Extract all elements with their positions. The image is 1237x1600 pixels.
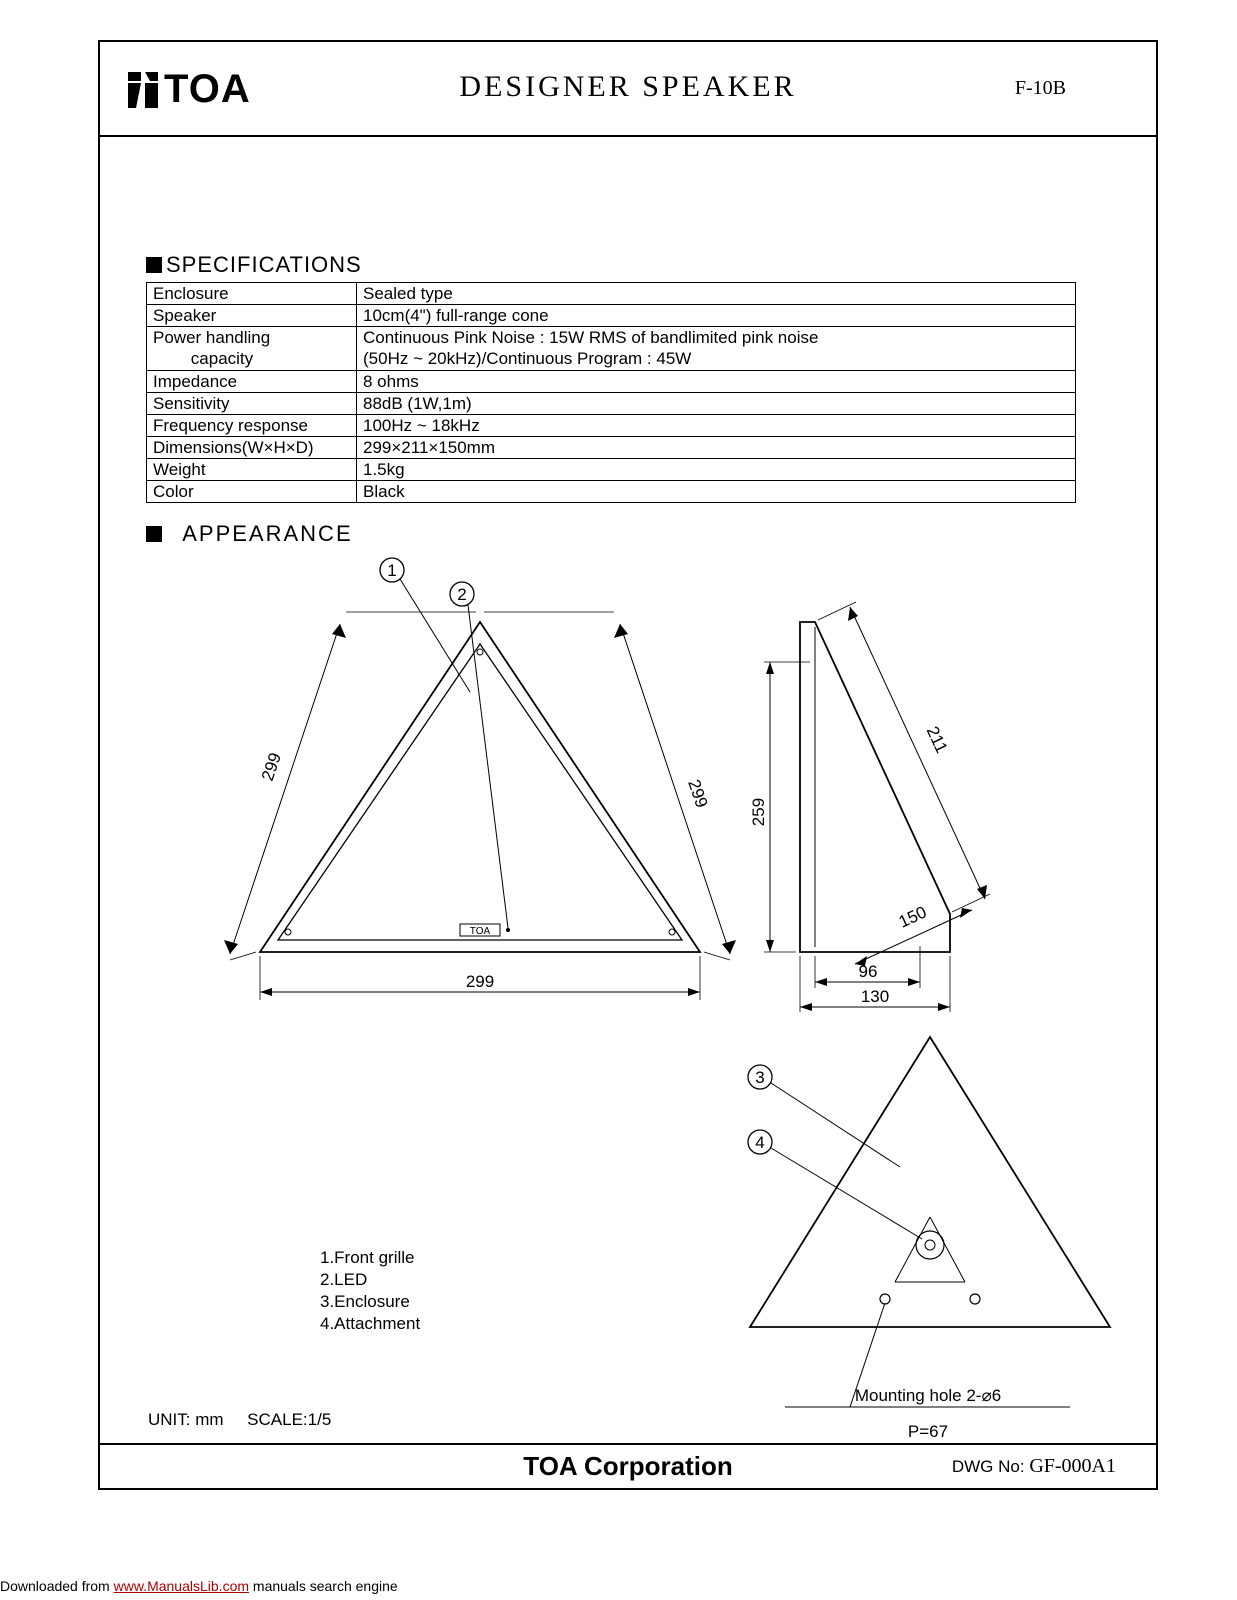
rear-view-drawing: 3 4 Mounting hole 2-⌀6 P=67 [700, 1017, 1120, 1477]
bullet-icon [146, 257, 162, 273]
download-pre: Downloaded from [0, 1578, 114, 1594]
download-post: manuals search engine [249, 1578, 398, 1594]
dim-side-height: 259 [749, 798, 768, 826]
toa-logo-text: TOA [164, 67, 251, 112]
model-number: F-10B [1015, 77, 1066, 100]
sheet-title: DESIGNER SPEAKER [459, 70, 796, 104]
dim-side-96: 96 [859, 962, 878, 981]
corporation-name: TOA Corporation [523, 1451, 732, 1482]
legend-3: 3.Enclosure [320, 1291, 420, 1313]
spec-row: capacity(50Hz ~ 20kHz)/Continuous Progra… [147, 349, 1076, 371]
spec-value: 299×211×150mm [357, 437, 1076, 459]
specifications-heading-text: SPECIFICATIONS [166, 252, 362, 277]
footer-block: TOA Corporation DWG No: GF-000A1 [100, 1443, 1156, 1488]
callout-4: 4 [755, 1133, 764, 1152]
appearance-heading: APPEARANCE [146, 521, 1116, 547]
spec-row: Sensitivity88dB (1W,1m) [147, 393, 1076, 415]
unit-scale: UNIT: mm SCALE:1/5 [148, 1410, 331, 1430]
spec-row: Power handlingContinuous Pink Noise : 15… [147, 327, 1076, 349]
callout-legend: 1.Front grille 2.LED 3.Enclosure 4.Attac… [320, 1247, 420, 1335]
spec-row: EnclosureSealed type [147, 283, 1076, 305]
drawing-sheet: TOA DESIGNER SPEAKER F-10B SPECIFICATION… [98, 40, 1158, 1490]
spec-label: Enclosure [147, 283, 357, 305]
dim-front-base: 299 [466, 972, 494, 991]
drawing-number: DWG No: GF-000A1 [952, 1455, 1116, 1478]
side-view-drawing: 259 211 150 [740, 552, 1070, 1012]
spec-label: Color [147, 481, 357, 503]
mounting-hole-label: Mounting hole 2-⌀6 [855, 1386, 1001, 1405]
title-block: TOA DESIGNER SPEAKER F-10B [100, 42, 1156, 137]
bullet-icon [146, 526, 162, 542]
download-attribution: Downloaded from www.ManualsLib.com manua… [0, 1578, 398, 1594]
dim-side-130: 130 [861, 987, 889, 1006]
callout-3: 3 [755, 1068, 764, 1087]
callout-2: 2 [457, 585, 466, 604]
dim-front-right: 299 [684, 777, 711, 810]
spec-label: capacity [147, 349, 357, 371]
spec-row: Speaker10cm(4") full-range cone [147, 305, 1076, 327]
spec-value: Black [357, 481, 1076, 503]
legend-4: 4.Attachment [320, 1313, 420, 1335]
spec-row: ColorBlack [147, 481, 1076, 503]
spec-label: Sensitivity [147, 393, 357, 415]
spec-label: Impedance [147, 371, 357, 393]
scale-label: SCALE:1/5 [247, 1410, 331, 1429]
callout-1: 1 [387, 561, 396, 580]
unit-label: UNIT: mm [148, 1410, 224, 1429]
mounting-pitch: P=67 [908, 1422, 948, 1441]
spec-label: Dimensions(W×H×D) [147, 437, 357, 459]
spec-row: Impedance8 ohms [147, 371, 1076, 393]
spec-value: (50Hz ~ 20kHz)/Continuous Program : 45W [357, 349, 1076, 371]
content-area: SPECIFICATIONS EnclosureSealed typeSpeak… [100, 252, 1156, 1527]
spec-row: Frequency response100Hz ~ 18kHz [147, 415, 1076, 437]
spec-value: 100Hz ~ 18kHz [357, 415, 1076, 437]
specifications-table: EnclosureSealed typeSpeaker10cm(4") full… [146, 282, 1076, 503]
spec-value: 8 ohms [357, 371, 1076, 393]
dim-front-left: 299 [258, 750, 285, 783]
dim-side-slant: 211 [923, 723, 952, 756]
spec-value: Sealed type [357, 283, 1076, 305]
toa-badge-text: TOA [470, 926, 491, 937]
spec-label: Weight [147, 459, 357, 481]
toa-logo: TOA [128, 67, 251, 112]
spec-value: 88dB (1W,1m) [357, 393, 1076, 415]
legend-1: 1.Front grille [320, 1247, 420, 1269]
manualslib-link[interactable]: www.ManualsLib.com [114, 1578, 249, 1594]
dwg-label: DWG No: [952, 1457, 1025, 1476]
appearance-heading-text: APPEARANCE [182, 521, 352, 546]
legend-2: 2.LED [320, 1269, 420, 1291]
spec-value: Continuous Pink Noise : 15W RMS of bandl… [357, 327, 1076, 349]
spec-label: Speaker [147, 305, 357, 327]
dim-side-depth: 150 [896, 902, 930, 931]
spec-row: Weight1.5kg [147, 459, 1076, 481]
spec-value: 1.5kg [357, 459, 1076, 481]
spec-label: Frequency response [147, 415, 357, 437]
toa-logo-mark [128, 72, 158, 108]
dwg-number-value: GF-000A1 [1029, 1455, 1116, 1477]
technical-drawings: TOA 1 2 299 [140, 547, 1120, 1527]
spec-value: 10cm(4") full-range cone [357, 305, 1076, 327]
spec-row: Dimensions(W×H×D)299×211×150mm [147, 437, 1076, 459]
specifications-heading: SPECIFICATIONS [146, 252, 1116, 278]
spec-label: Power handling [147, 327, 357, 349]
front-view-drawing: TOA 1 2 299 [210, 552, 750, 1012]
